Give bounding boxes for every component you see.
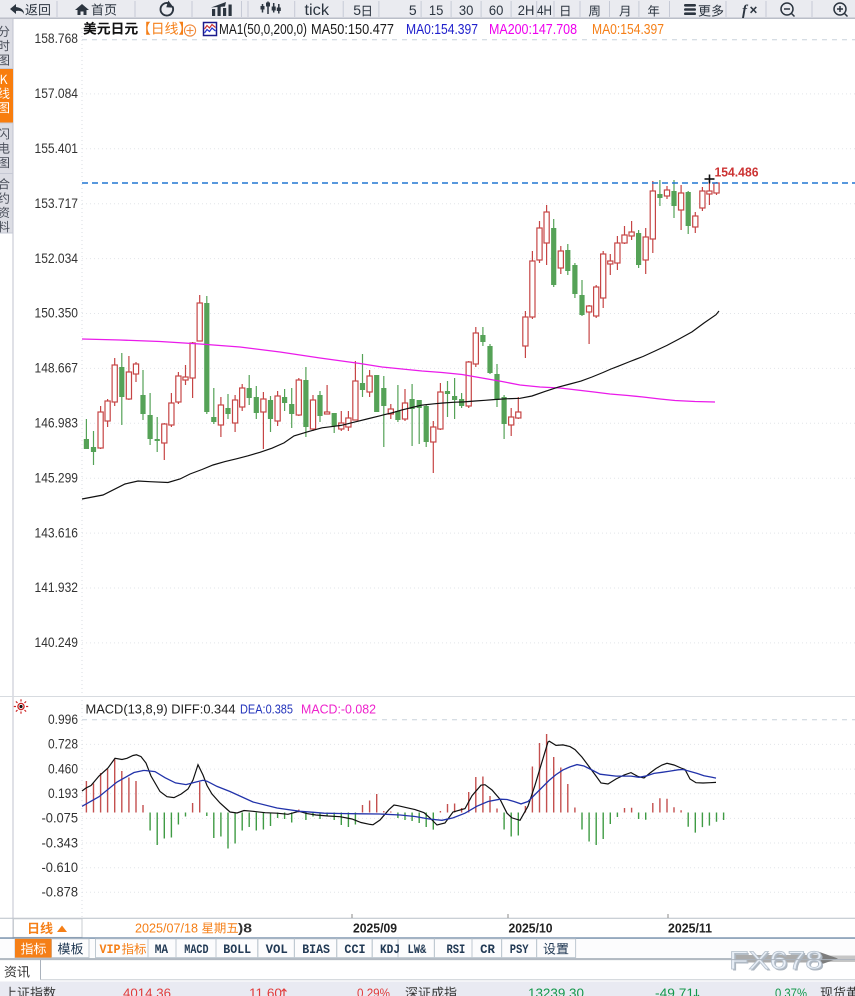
- svg-text:-0.610: -0.610: [42, 860, 79, 875]
- svg-text:0.460: 0.460: [48, 761, 78, 776]
- svg-text:11.60: 11.60: [249, 986, 282, 996]
- svg-text:PSY: PSY: [510, 943, 529, 957]
- svg-text:-0.075: -0.075: [42, 811, 79, 826]
- svg-text:158.768: 158.768: [35, 31, 79, 46]
- svg-text:×: ×: [750, 3, 758, 18]
- svg-text:MA0:154.397: MA0:154.397: [592, 22, 664, 38]
- svg-text:MA1(50,0,200,0): MA1(50,0,200,0): [219, 22, 307, 38]
- svg-text:143.616: 143.616: [35, 525, 79, 540]
- svg-text:2025/09: 2025/09: [353, 922, 397, 936]
- svg-text:5: 5: [353, 2, 361, 18]
- svg-text:-49.71: -49.71: [655, 986, 694, 996]
- svg-text:LW&: LW&: [408, 943, 427, 957]
- svg-text:)8: )8: [238, 921, 252, 936]
- svg-text:2H: 2H: [518, 2, 535, 18]
- svg-text:150.350: 150.350: [35, 306, 79, 321]
- svg-text:154.486: 154.486: [715, 165, 759, 180]
- svg-text:60: 60: [489, 2, 504, 18]
- svg-text:MA50:150.477: MA50:150.477: [311, 22, 394, 38]
- svg-text:-0.878: -0.878: [42, 885, 79, 900]
- svg-text:DEA:0.385: DEA:0.385: [240, 702, 293, 717]
- svg-text:MA0:154.397: MA0:154.397: [406, 22, 478, 38]
- svg-text:152.034: 152.034: [35, 251, 79, 266]
- svg-text:tick: tick: [305, 2, 330, 19]
- svg-text:13239.30: 13239.30: [528, 986, 584, 996]
- svg-text:155.401: 155.401: [35, 141, 79, 156]
- svg-text:CCI: CCI: [344, 943, 365, 957]
- svg-text:153.717: 153.717: [35, 196, 79, 211]
- svg-text:RSI: RSI: [447, 943, 466, 957]
- svg-text:15: 15: [429, 2, 444, 18]
- svg-text:FX678: FX678: [731, 949, 825, 977]
- svg-text:f: f: [742, 3, 749, 19]
- svg-text:FX678: FX678: [729, 947, 823, 975]
- svg-text:MACD: MACD: [184, 943, 209, 957]
- svg-text:0.37%: 0.37%: [775, 986, 807, 996]
- svg-text:CR: CR: [480, 943, 495, 957]
- svg-text:MACD(13,8,9) DIFF:0.344: MACD(13,8,9) DIFF:0.344: [86, 702, 236, 717]
- svg-text:0.29%: 0.29%: [357, 986, 390, 996]
- svg-text:2025/10: 2025/10: [509, 922, 553, 936]
- svg-text:157.084: 157.084: [35, 86, 79, 101]
- svg-text:148.667: 148.667: [35, 361, 79, 376]
- svg-text:5: 5: [409, 2, 417, 18]
- svg-text:140.249: 140.249: [35, 635, 79, 650]
- svg-text:BIAS: BIAS: [302, 943, 330, 957]
- svg-text:MA: MA: [155, 943, 169, 957]
- svg-text:MA200:147.708: MA200:147.708: [489, 22, 577, 38]
- svg-text:VOL: VOL: [266, 943, 288, 957]
- svg-text:2025/07/18: 2025/07/18: [135, 921, 198, 936]
- svg-text:4H: 4H: [537, 2, 552, 18]
- svg-text:146.983: 146.983: [35, 416, 79, 431]
- svg-text:VIP: VIP: [100, 943, 121, 957]
- svg-text:2025/11: 2025/11: [668, 922, 712, 936]
- svg-text:141.932: 141.932: [35, 580, 79, 595]
- svg-text:MACD:-0.082: MACD:-0.082: [301, 702, 376, 717]
- svg-text:BOLL: BOLL: [223, 943, 251, 957]
- svg-text:30: 30: [459, 2, 474, 18]
- svg-text:4014.36: 4014.36: [123, 986, 171, 996]
- svg-text:145.299: 145.299: [35, 470, 79, 485]
- svg-text:-0.343: -0.343: [42, 835, 79, 850]
- svg-text:0.996: 0.996: [48, 712, 78, 727]
- svg-text:0.193: 0.193: [48, 786, 78, 801]
- svg-text:0.728: 0.728: [48, 737, 78, 752]
- svg-text:KDJ: KDJ: [380, 943, 400, 957]
